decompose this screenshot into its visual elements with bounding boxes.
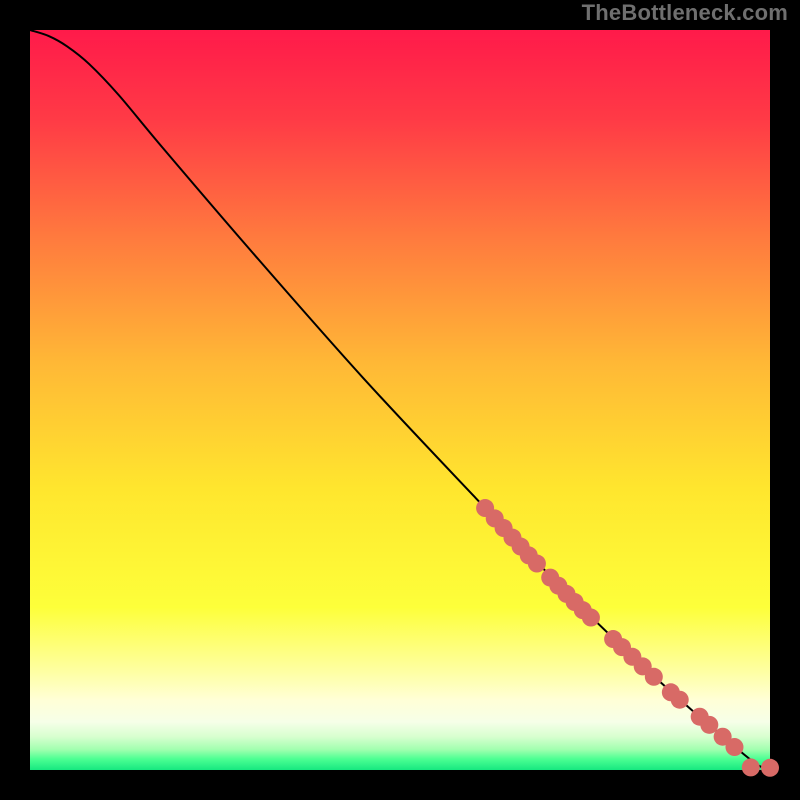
data-marker xyxy=(645,668,663,686)
data-marker xyxy=(725,738,743,756)
chart-stage: TheBottleneck.com xyxy=(0,0,800,800)
plot-gradient-background xyxy=(30,30,770,770)
data-marker xyxy=(742,758,760,776)
chart-svg xyxy=(0,0,800,800)
data-marker xyxy=(761,759,779,777)
data-marker xyxy=(671,691,689,709)
data-marker xyxy=(582,609,600,627)
data-marker xyxy=(528,555,546,573)
watermark-text: TheBottleneck.com xyxy=(582,0,788,26)
